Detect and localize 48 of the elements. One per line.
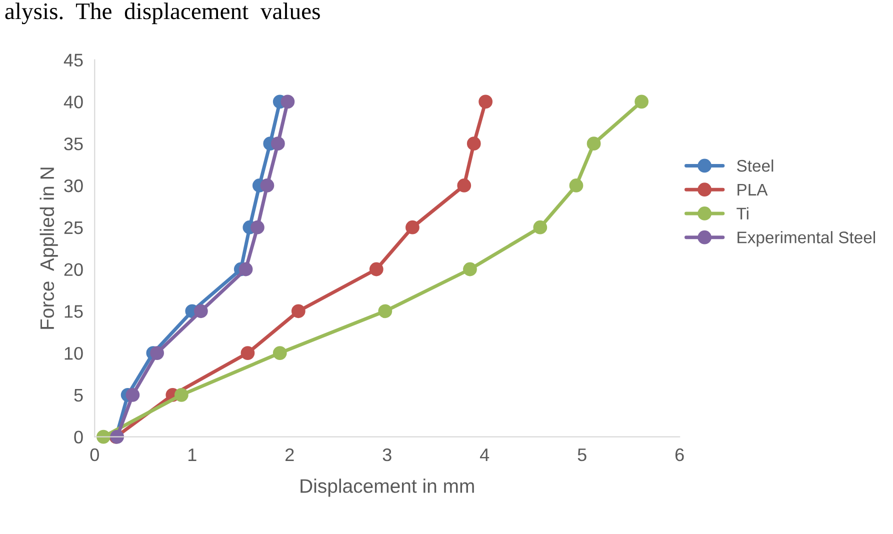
point <box>533 220 548 234</box>
point <box>466 136 481 151</box>
point <box>96 430 110 444</box>
point <box>378 304 392 318</box>
y-tick-label: 10 <box>64 346 83 360</box>
x-tick-label: 5 <box>578 448 586 462</box>
point <box>250 220 264 234</box>
point <box>174 388 188 402</box>
point <box>569 178 584 192</box>
y-tick-label: 15 <box>64 305 83 318</box>
legend-label: PLA <box>738 184 768 196</box>
x-tick-label: 6 <box>675 448 684 462</box>
point <box>238 262 253 276</box>
point <box>463 262 477 276</box>
legend-label: Steel <box>737 159 774 172</box>
point <box>586 136 601 151</box>
x-axis-title: Displacement in mm <box>300 478 474 497</box>
point <box>406 220 420 234</box>
point <box>150 346 164 360</box>
x-tick-label: 0 <box>90 448 99 462</box>
y-tick-label: 30 <box>64 179 83 192</box>
point <box>280 94 295 109</box>
x-tick-label: 1 <box>188 448 196 462</box>
point <box>369 262 384 276</box>
x-tick-label: 2 <box>286 448 294 462</box>
y-tick-label: 0 <box>74 430 83 444</box>
text: alysis. The displacement values <box>5 2 320 24</box>
y-tick-label: 35 <box>64 138 83 150</box>
point <box>634 94 648 109</box>
point <box>272 346 287 360</box>
x-tick-label: 3 <box>382 448 392 462</box>
y-tick-label: 5 <box>74 389 83 402</box>
y-tick-label: 45 <box>64 54 83 67</box>
point <box>457 178 472 192</box>
point <box>126 388 140 402</box>
point <box>478 94 493 109</box>
point <box>270 136 285 151</box>
legend-label: Ti <box>736 207 748 220</box>
point <box>291 304 306 318</box>
point <box>240 346 255 360</box>
legend-label: Experimental Steel <box>738 231 876 247</box>
y-tick-label: 20 <box>64 263 83 276</box>
y-tick-label: 40 <box>64 96 83 108</box>
x-tick-label: 4 <box>480 448 490 462</box>
point <box>194 304 208 318</box>
y-axis-title: Force Applied in N <box>40 168 58 329</box>
y-tick-label: 25 <box>64 221 83 234</box>
point <box>260 178 274 192</box>
